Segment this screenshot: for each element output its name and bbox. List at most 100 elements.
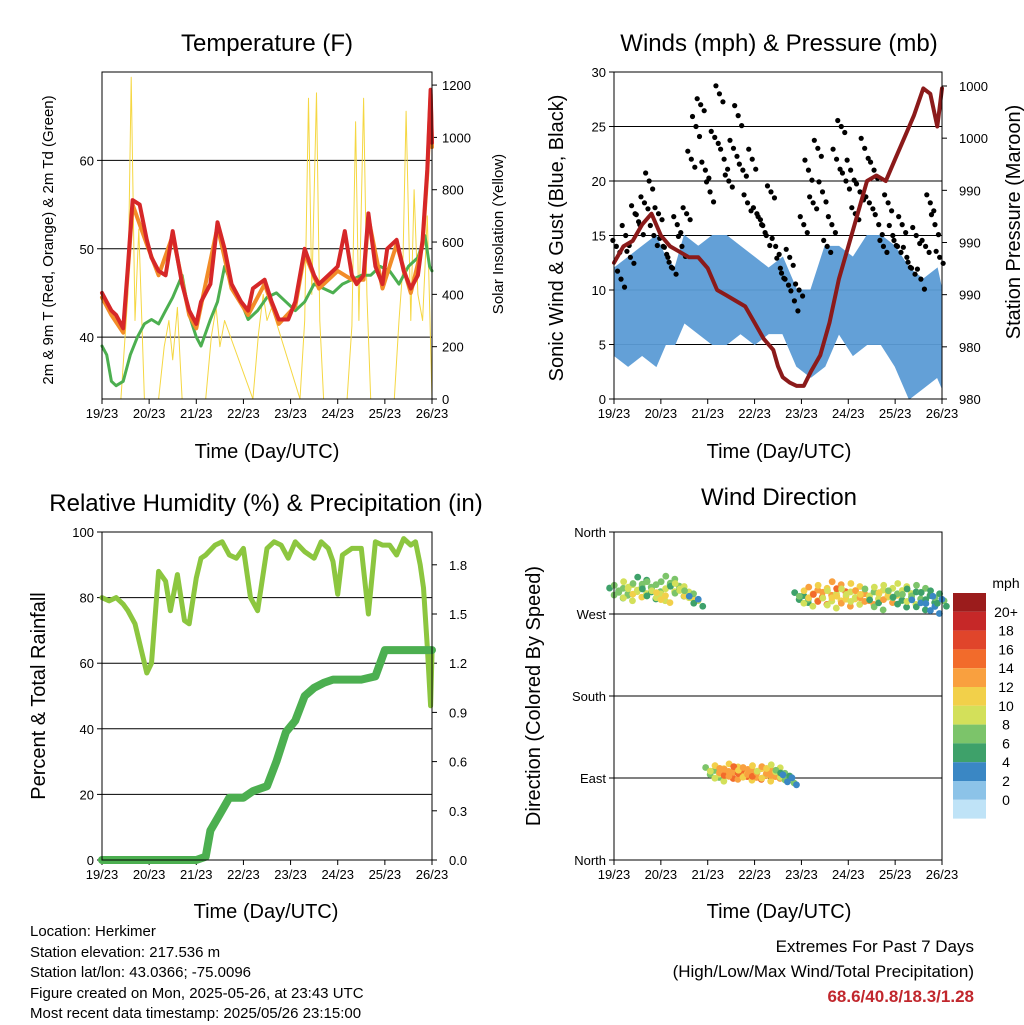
x-tick-label: 22/23 bbox=[738, 406, 771, 421]
y2-tick-label: 0.6 bbox=[449, 755, 467, 770]
direction-point bbox=[814, 598, 822, 605]
x-tick-label: 23/23 bbox=[785, 867, 818, 882]
gust-point bbox=[933, 248, 939, 254]
gust-point bbox=[876, 222, 882, 228]
direction-point bbox=[879, 606, 887, 614]
gust-point bbox=[807, 194, 813, 200]
direction-point bbox=[832, 604, 840, 612]
y-tick-label: South bbox=[572, 689, 606, 704]
y2-tick-label: 0 bbox=[442, 392, 449, 407]
direction-point bbox=[620, 578, 628, 586]
legend-swatch bbox=[953, 724, 986, 744]
gust-point bbox=[815, 145, 821, 151]
gust-point bbox=[689, 113, 696, 120]
gust-point bbox=[679, 243, 685, 249]
gust-point bbox=[777, 265, 783, 271]
legend-label: 20+ bbox=[994, 604, 1018, 620]
direction-point bbox=[856, 591, 864, 598]
extremes-title: Extremes For Past 7 Days bbox=[775, 937, 974, 956]
gust-point bbox=[647, 222, 653, 229]
legend-label: 18 bbox=[998, 623, 1014, 639]
gust-point bbox=[905, 259, 911, 265]
gust-point bbox=[767, 242, 773, 249]
direction-point bbox=[629, 597, 636, 605]
direction-point bbox=[823, 601, 831, 609]
gust-point bbox=[910, 224, 916, 231]
gust-point bbox=[848, 167, 854, 173]
legend-swatch bbox=[953, 743, 986, 763]
direction-point bbox=[870, 603, 878, 611]
direction-point bbox=[833, 585, 841, 593]
gust-point bbox=[890, 232, 896, 239]
x-tick-label: 26/23 bbox=[416, 406, 449, 421]
gust-point bbox=[799, 293, 806, 299]
x-tick-label: 20/23 bbox=[133, 406, 166, 421]
gust-point bbox=[785, 282, 792, 288]
direction-title: Wind Direction bbox=[701, 484, 857, 511]
plot-frame bbox=[613, 71, 943, 400]
winds-ylabel-left: Sonic Wind & Gust (Blue, Black) bbox=[546, 95, 568, 382]
gust-point bbox=[730, 145, 737, 151]
gust-point bbox=[858, 135, 864, 141]
direction-point bbox=[912, 588, 920, 596]
gust-point bbox=[884, 249, 890, 255]
direction-point bbox=[903, 603, 910, 611]
gust-point bbox=[694, 96, 700, 102]
gust-point bbox=[703, 179, 710, 185]
x-tick-label: 20/23 bbox=[645, 867, 678, 882]
x-tick-label: 24/23 bbox=[832, 867, 865, 882]
gust-point bbox=[633, 212, 639, 218]
direction-point bbox=[652, 581, 660, 589]
x-tick-label: 22/23 bbox=[227, 867, 260, 882]
direction-point bbox=[805, 594, 812, 602]
x-tick-label: 22/23 bbox=[227, 406, 260, 421]
y2-tick-label: 990 bbox=[959, 288, 981, 303]
solar-insolation-line bbox=[101, 76, 433, 400]
gust-point bbox=[816, 179, 822, 185]
direction-point bbox=[861, 585, 869, 593]
x-tick-label: 24/23 bbox=[321, 406, 354, 421]
x-tick-label: 20/23 bbox=[133, 867, 166, 882]
y2-tick-label: 1.5 bbox=[449, 607, 467, 622]
gust-point bbox=[680, 205, 686, 211]
gust-point bbox=[862, 145, 868, 151]
recent-timestamp: Most recent data timestamp: 2025/05/26 2… bbox=[30, 1005, 362, 1022]
x-tick-label: 21/23 bbox=[180, 406, 213, 421]
direction-point bbox=[730, 763, 738, 771]
gust-point bbox=[814, 206, 820, 212]
direction-point bbox=[936, 590, 943, 598]
gust-point bbox=[641, 200, 648, 206]
legend-label: 2 bbox=[1002, 773, 1010, 789]
direction-point bbox=[856, 583, 864, 590]
gust-point bbox=[797, 214, 803, 220]
x-tick-label: 21/23 bbox=[691, 406, 724, 421]
gust-point bbox=[842, 129, 848, 136]
gust-point bbox=[805, 167, 812, 173]
direction-point bbox=[926, 607, 934, 614]
y2-tick-label: 800 bbox=[442, 183, 464, 198]
gust-point bbox=[870, 206, 876, 212]
gust-point bbox=[650, 186, 656, 192]
gust-point bbox=[926, 249, 932, 255]
gust-point bbox=[623, 232, 629, 239]
direction-point bbox=[671, 580, 679, 587]
direction-point bbox=[685, 592, 693, 600]
gust-point bbox=[821, 237, 827, 243]
winds-panel: Winds (mph) & Pressure (mb) Time (Day/UT… bbox=[546, 30, 1024, 463]
gust-point bbox=[624, 248, 630, 254]
gust-point bbox=[706, 175, 712, 181]
gust-point bbox=[791, 298, 798, 304]
gust-point bbox=[795, 308, 801, 314]
gust-point bbox=[673, 271, 679, 277]
gust-point bbox=[645, 206, 651, 212]
direction-point bbox=[725, 772, 733, 780]
direction-point bbox=[810, 591, 817, 598]
y-tick-label: 25 bbox=[592, 120, 606, 135]
direction-point bbox=[828, 578, 836, 586]
legend-swatch bbox=[953, 781, 986, 800]
y2-tick-label: 600 bbox=[442, 235, 464, 250]
gust-point bbox=[718, 146, 724, 152]
gust-point bbox=[838, 123, 844, 130]
gust-point bbox=[721, 156, 727, 162]
x-tick-label: 22/23 bbox=[738, 867, 771, 882]
